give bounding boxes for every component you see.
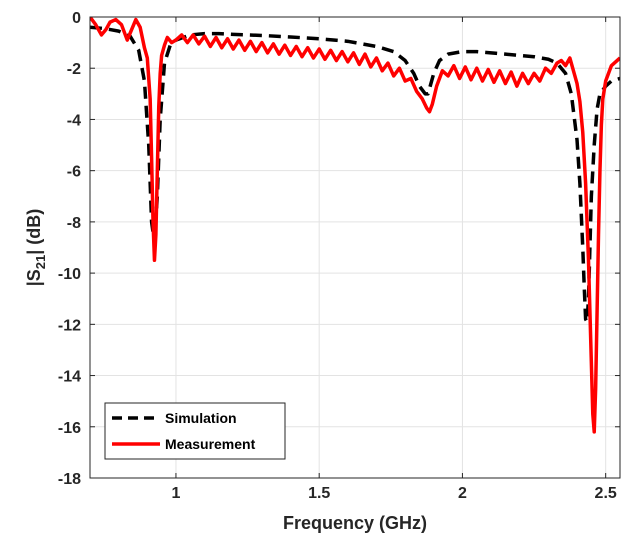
axis-ticks: 1 1.5 2 2.5 -18 -16 -14 -12 -10 -8 -6 -4 -2 0 xyxy=(58,10,620,502)
x-tick-label: 2.5 xyxy=(595,485,617,502)
y-axis-title-subscript: 21 xyxy=(33,255,48,269)
y-axis-title-suffix: | (dB) xyxy=(24,209,44,255)
y-tick-label: -2 xyxy=(67,61,81,78)
y-tick-label: -18 xyxy=(58,471,81,488)
x-axis-title: Frequency (GHz) xyxy=(283,513,427,533)
legend: Simulation Measurement xyxy=(104,402,286,460)
series-layer xyxy=(90,17,620,434)
y-tick-label: -14 xyxy=(58,369,81,386)
series-line-simulation xyxy=(90,25,620,324)
x-tick-label: 1 xyxy=(171,485,180,502)
series-line-measurement xyxy=(90,17,620,434)
x-tick-label: 1.5 xyxy=(308,485,330,502)
y-tick-label: -16 xyxy=(58,420,81,437)
x-tick-label: 2 xyxy=(458,485,467,502)
legend-label-measurement: Measurement xyxy=(165,436,256,452)
y-axis-title: |S21| (dB) xyxy=(24,209,48,287)
y-tick-label: -8 xyxy=(67,215,81,232)
y-tick-label: -6 xyxy=(67,164,81,181)
y-tick-label: -4 xyxy=(67,112,81,129)
plot-frame xyxy=(89,16,621,479)
y-tick-label: -12 xyxy=(58,317,81,334)
legend-label-simulation: Simulation xyxy=(165,410,237,426)
y-tick-label: 0 xyxy=(72,10,81,27)
y-axis-title-prefix: |S xyxy=(24,269,44,286)
y-tick-label: -10 xyxy=(58,266,81,283)
legend-box xyxy=(104,402,286,460)
